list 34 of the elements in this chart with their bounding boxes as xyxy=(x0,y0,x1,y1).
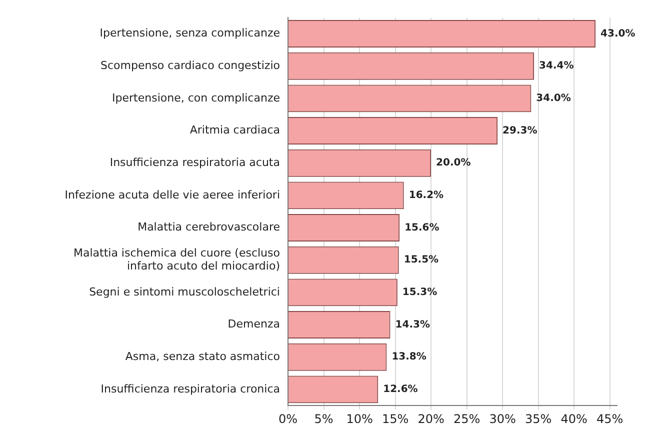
y-tick-label: Malattia ischemica del cuore (escluso infarto acuto del miocardio) xyxy=(73,246,280,273)
data-label: 34.0% xyxy=(536,93,571,104)
y-tick-label: Insufficienza respiratoria cronica xyxy=(100,382,280,396)
data-label: 20.0% xyxy=(436,158,471,169)
y-tick-label: Infezione acuta delle vie aeree inferiori xyxy=(64,188,280,202)
data-label: 15.3% xyxy=(402,287,438,298)
data-label: 29.3% xyxy=(502,125,538,136)
y-tick-label: Ipertensione, senza complicanze xyxy=(100,26,280,40)
x-tick-label: 30% xyxy=(489,412,516,426)
data-label: 43.0% xyxy=(600,28,636,40)
y-tick-label: Ipertensione, con complicanze xyxy=(112,91,280,104)
y-tick-label: Insufficienza respiratoria acuta xyxy=(110,156,280,169)
data-label: 12.6% xyxy=(383,384,418,396)
x-tick-label: 10% xyxy=(346,412,373,426)
x-tick-label: 20% xyxy=(418,412,444,426)
x-tick-label: 0% xyxy=(278,412,298,426)
y-tick-label: Segni e sintomi muscoloscheletrici xyxy=(89,285,280,298)
data-label: 34.4% xyxy=(539,60,574,72)
x-tick-label: 25% xyxy=(453,412,480,426)
y-tick-label: Asma, senza stato asmatico xyxy=(125,350,280,363)
x-tick-label: 40% xyxy=(560,412,588,426)
y-tick-label: Aritmia cardiaca xyxy=(190,124,280,137)
y-tick-label: Demenza xyxy=(228,318,280,331)
data-label: 13.8% xyxy=(392,352,426,363)
data-label: 15.5% xyxy=(404,254,439,266)
data-label: 14.3% xyxy=(395,319,430,330)
y-tick-label: Scompenso cardiaco congestizio xyxy=(100,58,280,72)
data-label: 16.2% xyxy=(408,190,444,202)
x-tick-label: 5% xyxy=(314,412,334,426)
x-tick-label: 35% xyxy=(524,412,552,426)
y-tick-label: Malattia cerebrovascolare xyxy=(138,220,280,234)
x-tick-label: 15% xyxy=(382,412,409,426)
data-label: 15.6% xyxy=(404,222,440,234)
x-tick-label: 45% xyxy=(596,412,624,426)
